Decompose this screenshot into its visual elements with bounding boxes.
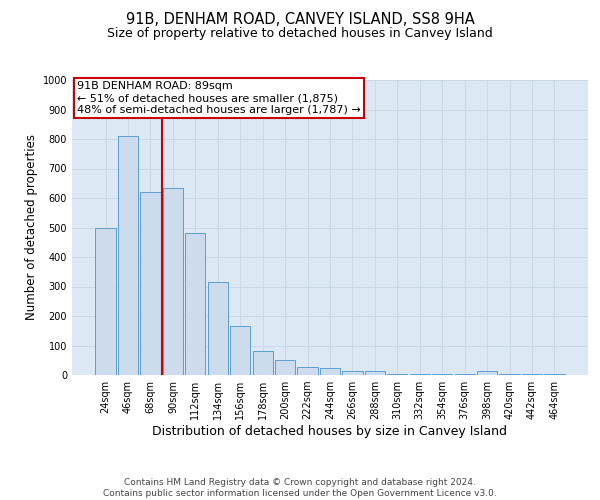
Text: Size of property relative to detached houses in Canvey Island: Size of property relative to detached ho…: [107, 28, 493, 40]
Bar: [95, 228, 116, 375]
Text: Contains HM Land Registry data © Crown copyright and database right 2024.
Contai: Contains HM Land Registry data © Crown c…: [103, 478, 497, 498]
Bar: [140, 192, 161, 375]
Bar: [387, 374, 407, 375]
Bar: [230, 326, 250, 375]
Bar: [320, 368, 340, 375]
Bar: [298, 366, 317, 375]
Bar: [477, 372, 497, 375]
Text: 91B, DENHAM ROAD, CANVEY ISLAND, SS8 9HA: 91B, DENHAM ROAD, CANVEY ISLAND, SS8 9HA: [125, 12, 475, 28]
Bar: [118, 136, 138, 375]
Bar: [455, 374, 475, 375]
Bar: [365, 372, 385, 375]
Bar: [499, 374, 520, 375]
X-axis label: Distribution of detached houses by size in Canvey Island: Distribution of detached houses by size …: [152, 425, 508, 438]
Y-axis label: Number of detached properties: Number of detached properties: [25, 134, 38, 320]
Bar: [432, 374, 452, 375]
Bar: [253, 351, 273, 375]
Bar: [544, 374, 565, 375]
Bar: [343, 370, 362, 375]
Bar: [185, 234, 205, 375]
Bar: [275, 360, 295, 375]
Text: 91B DENHAM ROAD: 89sqm
← 51% of detached houses are smaller (1,875)
48% of semi-: 91B DENHAM ROAD: 89sqm ← 51% of detached…: [77, 82, 361, 114]
Bar: [208, 282, 228, 375]
Bar: [522, 374, 542, 375]
Bar: [410, 374, 430, 375]
Bar: [163, 188, 183, 375]
